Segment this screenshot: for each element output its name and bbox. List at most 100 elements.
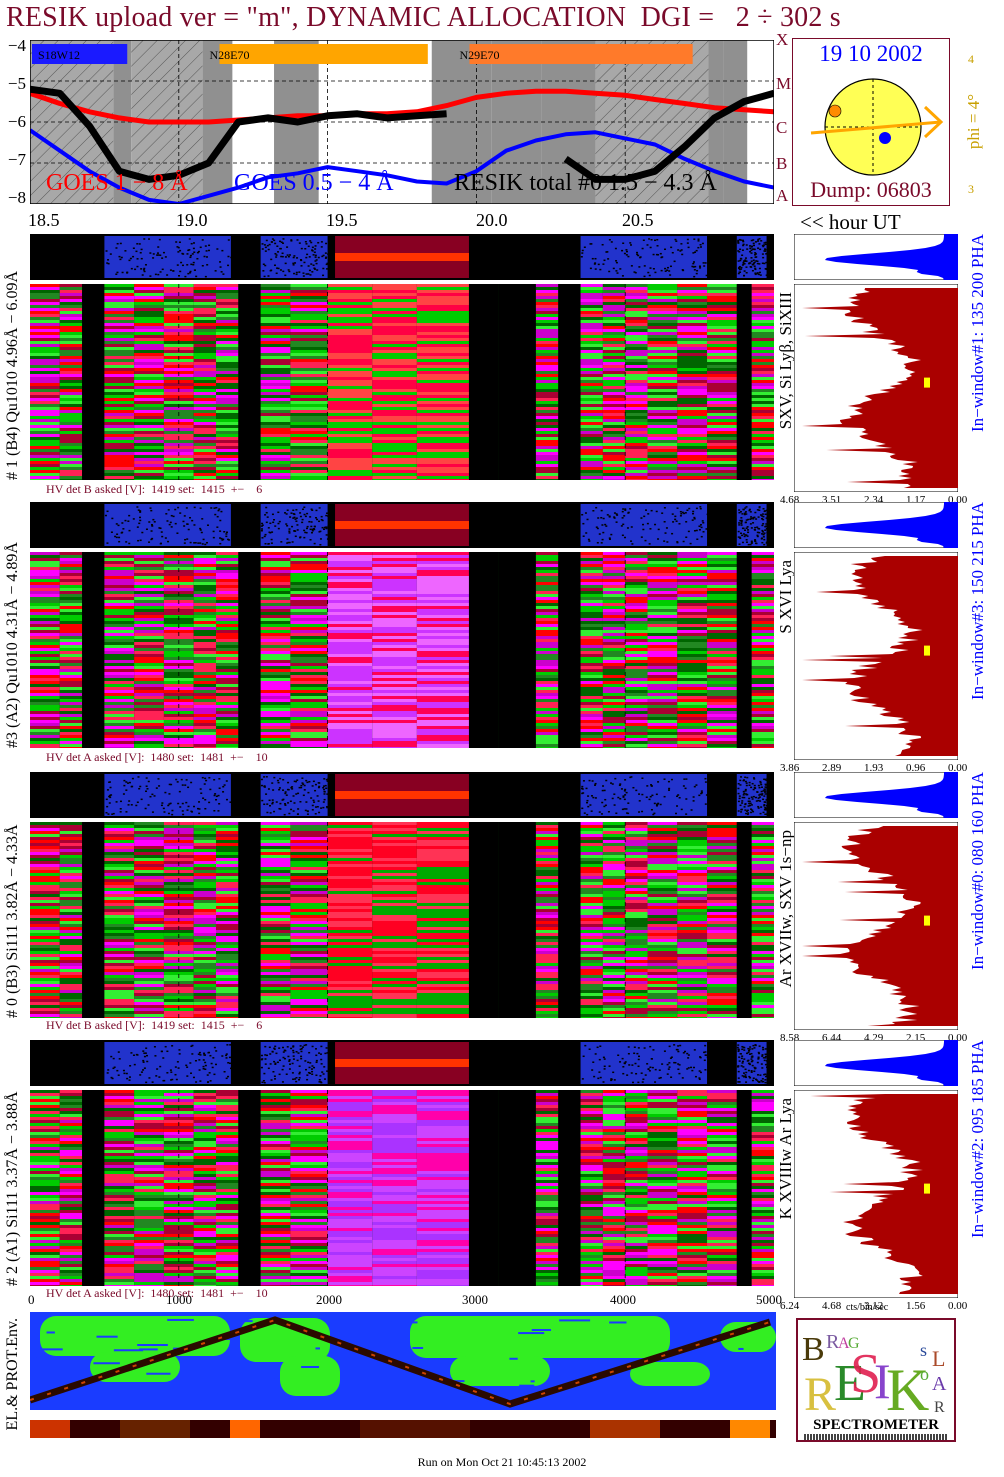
spectrogram-row — [104, 900, 135, 903]
spectrogram-row — [104, 948, 135, 951]
pha-noise — [121, 271, 124, 274]
spectrogram-row — [30, 299, 60, 302]
pha-noise — [606, 251, 609, 253]
spectrogram-row — [193, 663, 216, 666]
pha-noise — [287, 269, 290, 271]
spectrogram-row — [327, 711, 373, 714]
pha-noise — [229, 801, 232, 803]
spectrogram-row — [625, 464, 648, 467]
spectrogram-row — [327, 897, 373, 900]
spectrogram-row — [216, 585, 239, 588]
pha-noise — [747, 812, 750, 814]
spectrogram-row — [193, 933, 216, 936]
spectrogram-row — [677, 455, 708, 458]
spectrogram-row — [260, 326, 291, 329]
spectrogram-row — [625, 314, 648, 317]
spectrogram-row — [535, 666, 559, 669]
spectrogram-row — [290, 296, 328, 299]
pha-noise — [218, 787, 221, 789]
spectrogram-row — [372, 305, 417, 308]
spectrogram-row — [327, 714, 373, 717]
spectrogram-row — [580, 461, 603, 464]
pha-noise — [666, 541, 669, 543]
spectrogram-row — [59, 1005, 83, 1008]
spectrogram-row — [290, 648, 328, 651]
spectrogram-row — [535, 660, 559, 663]
spectrogram-row — [535, 440, 559, 443]
spectrogram-row — [602, 642, 626, 645]
pha-noise — [748, 784, 751, 786]
spectrogram-row — [216, 828, 239, 831]
spectrogram-row — [216, 416, 239, 419]
pha-noise — [748, 262, 751, 264]
pha-noise — [216, 515, 219, 518]
spectrogram-row — [327, 852, 373, 855]
pha-noise — [271, 513, 274, 516]
spectrogram-row — [163, 464, 194, 467]
pha-noise — [608, 239, 611, 241]
spectrogram-row — [327, 681, 373, 684]
pha-noise — [107, 259, 110, 261]
spectrogram-row — [602, 597, 626, 600]
spectrogram-row — [677, 723, 708, 726]
pha-noise — [600, 516, 603, 519]
spectrogram-row — [193, 398, 216, 401]
pha-noise — [179, 270, 182, 273]
spectrogram-row — [416, 440, 469, 443]
spectrogram-row — [104, 966, 135, 969]
pha-noise — [310, 521, 313, 523]
spectrogram-row — [647, 470, 678, 473]
pha-noise — [167, 509, 170, 511]
spectrogram-row — [104, 660, 135, 663]
spectrogram-row — [416, 876, 469, 879]
spectrogram-row — [59, 1017, 83, 1018]
spectrogram-row — [751, 314, 774, 317]
spectrogram-row — [193, 927, 216, 930]
spectrogram-row — [104, 371, 135, 374]
spectrogram-row — [104, 837, 135, 840]
pha-noise — [160, 531, 163, 533]
spectrogram-row — [707, 398, 737, 401]
pha-noise — [625, 249, 628, 251]
spectrogram-row — [677, 594, 708, 597]
spectrogram-row — [104, 915, 135, 918]
spectrogram-row — [416, 870, 469, 873]
spectrogram-row — [372, 332, 417, 335]
spectrogram-row — [193, 594, 216, 597]
spectrogram-row — [625, 660, 648, 663]
pha-noise — [743, 262, 746, 265]
spectrum-profile — [794, 284, 958, 492]
pha-noise — [649, 267, 652, 269]
spectrogram-row — [751, 585, 774, 588]
pha-noise — [184, 784, 187, 786]
spectrogram-row — [260, 612, 291, 615]
spectrogram-row — [30, 648, 60, 651]
pha-noise — [683, 512, 686, 515]
spectrogram-row — [134, 918, 164, 921]
pha-noise — [291, 788, 294, 790]
spectrogram-row — [327, 621, 373, 624]
spectrogram-row — [134, 609, 164, 612]
spectrogram-row — [327, 293, 373, 296]
spectrogram-row — [59, 861, 83, 864]
spectrogram-row — [290, 684, 328, 687]
spectrogram-row — [751, 296, 774, 299]
pha-noise — [284, 512, 287, 514]
channel-label: #3 (A2) Qu1010 4.31Å − 4.89Å — [4, 542, 21, 748]
spectrogram-row — [59, 999, 83, 1002]
spectrogram-row — [260, 621, 291, 624]
spectrogram-row — [134, 705, 164, 708]
spectrogram-row — [216, 284, 239, 287]
pha-noise — [762, 536, 765, 538]
spectrogram-row — [602, 455, 626, 458]
spectrogram-row — [134, 642, 164, 645]
pha-noise — [748, 802, 751, 805]
spectrogram-row — [260, 329, 291, 332]
spectrogram-row — [707, 639, 737, 642]
spectrogram-row — [134, 663, 164, 666]
pha-noise — [757, 784, 760, 787]
spectrogram-row — [59, 588, 83, 591]
spectrogram-row — [647, 693, 678, 696]
spectrogram-row — [535, 729, 559, 732]
spectrogram-row — [327, 374, 373, 377]
